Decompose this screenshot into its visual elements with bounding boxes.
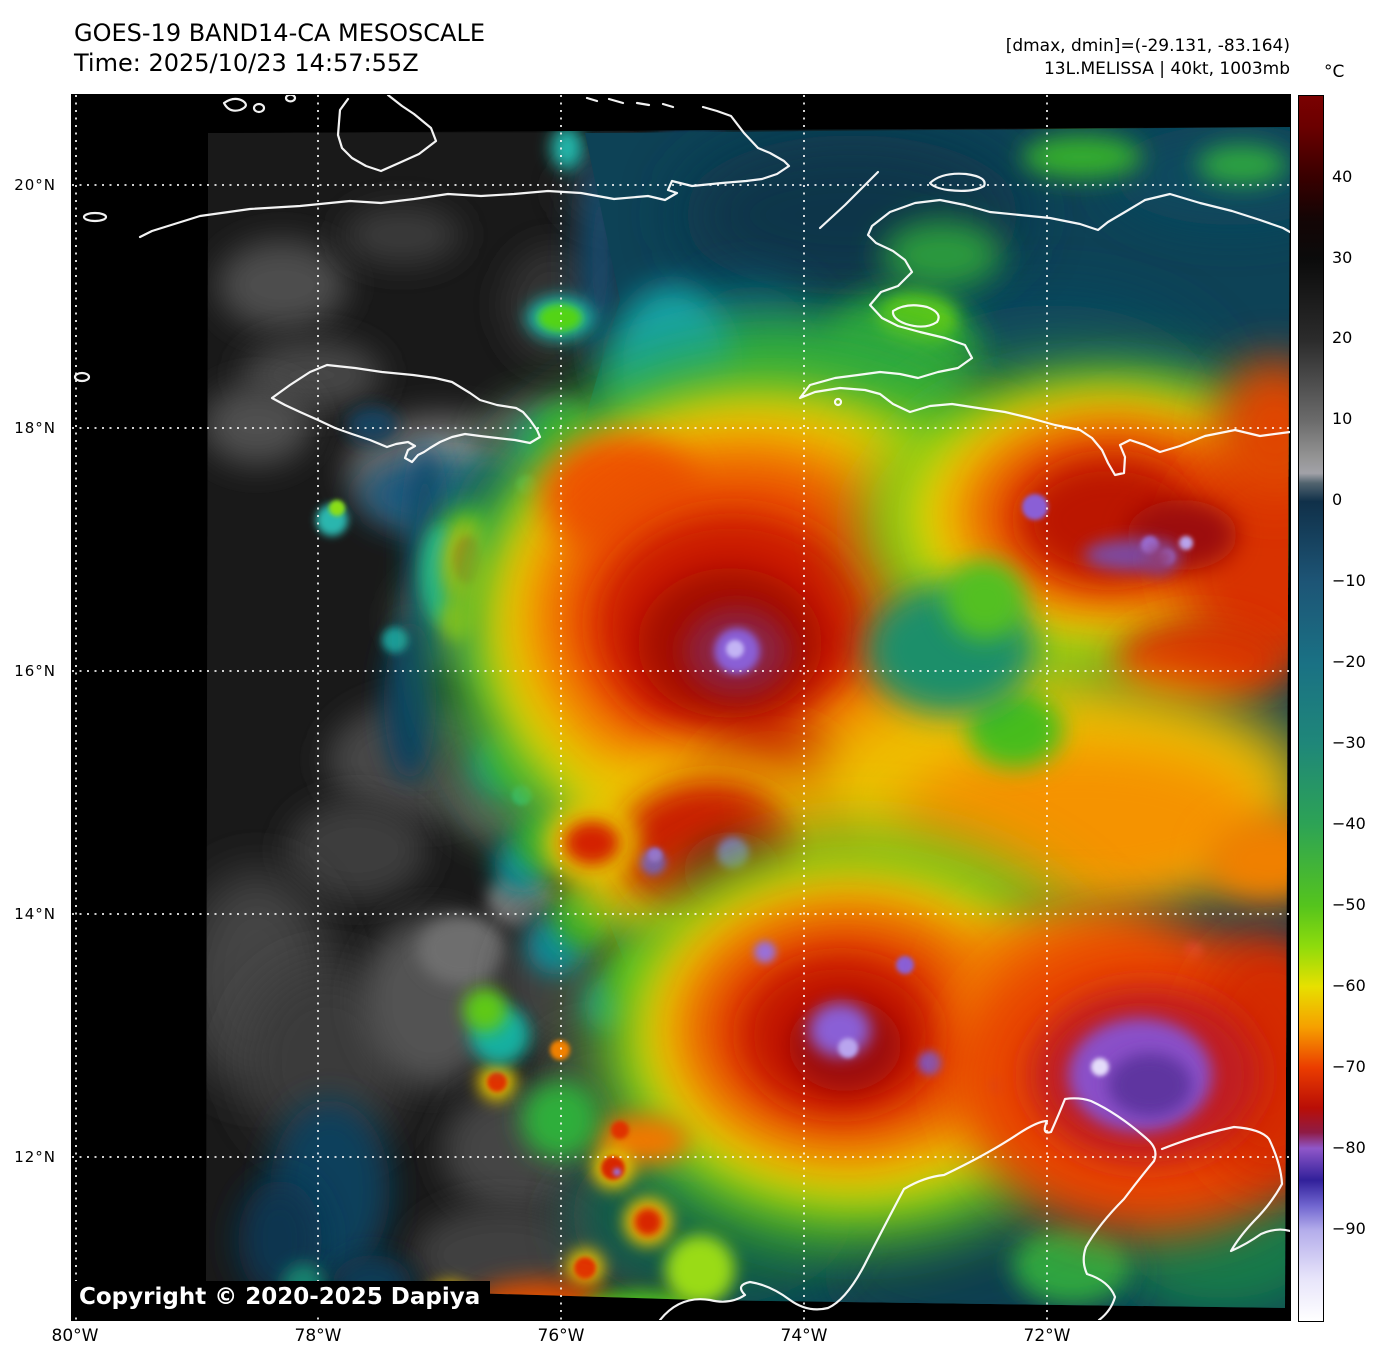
colorbar-tick-label: −70 [1332,1057,1366,1076]
colorbar-tick-label: −10 [1332,571,1366,590]
lon-label: 78°W [294,1326,342,1346]
lon-label: 80°W [51,1326,99,1346]
lat-label: 14°N [14,905,56,923]
lat-label: 16°N [14,662,56,680]
tortuga-island [928,172,986,192]
colorbar-tick-label: −40 [1332,814,1366,833]
west-islets [222,95,297,114]
storm-info: 13L.MELISSA | 40kt, 1003mb [1043,59,1290,79]
satellite-ir-image [72,95,1290,1320]
longitude-axis: 80°W 78°W 76°W 74°W 72°W [52,1326,1290,1350]
colorbar-tick-label: −30 [1332,733,1366,752]
coastlines [73,95,1290,1320]
temperature-colorbar [1298,95,1324,1322]
colorbar-tick-label: 30 [1332,248,1353,267]
colorbar-unit-label: °C [1324,62,1345,82]
south-america-coastline [658,1097,1157,1320]
lat-label: 12°N [14,1148,56,1166]
lon-label: 76°W [537,1326,585,1346]
colorbar-tick-label: 40 [1332,167,1353,186]
colorbar-tick-label: 10 [1332,409,1353,428]
ile-a-vache [833,397,843,407]
gonave-island [891,304,940,328]
southeast-supercell [952,905,1290,1235]
colorbar-tick-label: −50 [1332,895,1366,914]
colorbar-tick-label: −90 [1332,1219,1366,1238]
guajira-coastline [1160,1125,1290,1253]
satellite-map: Copyright © 2020-2025 Dapiya [71,94,1291,1321]
hispaniola-coastline [798,192,1290,477]
jamaica-coastline [270,363,542,464]
copyright-badge: Copyright © 2020-2025 Dapiya [75,1281,491,1315]
data-swath [206,127,1290,1308]
colorbar-tick-label: 0 [1332,490,1343,509]
graticule-gridlines [72,95,1290,1320]
colorbar-tick-label: 20 [1332,328,1353,347]
latitude-axis: 20°N 18°N 16°N 14°N 12°N [0,95,64,1320]
lon-label: 74°W [780,1326,828,1346]
scattered-cells [424,988,735,1308]
lon-label: 72°W [1023,1326,1071,1346]
page-title: GOES-19 BAND14-CA MESOSCALE [74,19,485,47]
colorbar-tick-label: −60 [1332,976,1366,995]
colorbar-tick-label: −20 [1332,652,1366,671]
lat-label: 20°N [14,176,56,194]
windward-passage-segment [818,170,880,230]
cuba-coastline [138,105,791,239]
colorbar-tick-label: −80 [1332,1138,1366,1157]
cayman-islets [73,211,108,383]
lat-label: 18°N [14,419,56,437]
colorbar-axis: 40 30 20 10 0 −10 −20 −30 −40 −50 −60 −7… [1332,95,1390,1320]
timestamp: Time: 2025/10/23 14:57:55Z [74,49,419,77]
cuba-bay-hook [336,95,438,173]
dmax-dmin-readout: [dmax, dmin]=(-29.131, -83.164) [1005,36,1290,56]
cuba-north-keys [585,96,675,109]
